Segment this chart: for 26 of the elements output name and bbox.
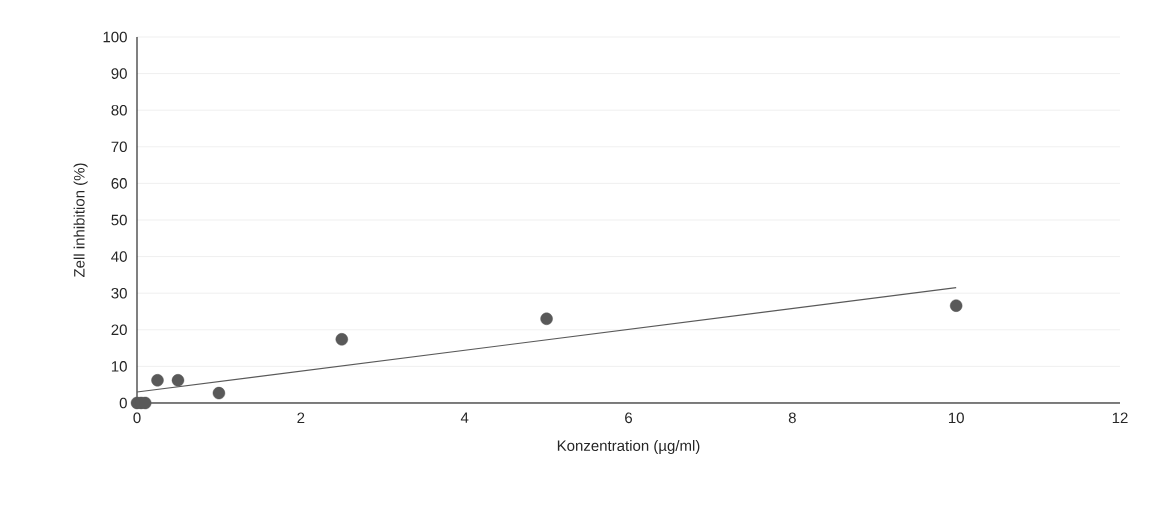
x-tick-label: 6 bbox=[625, 412, 633, 424]
y-tick-label: 50 bbox=[111, 214, 127, 226]
x-tick-label: 0 bbox=[133, 412, 141, 424]
point bbox=[335, 333, 348, 346]
x-tick-label: 10 bbox=[948, 412, 964, 424]
y-tick-label: 60 bbox=[111, 178, 127, 189]
y-tick-label: 10 bbox=[111, 361, 127, 372]
point bbox=[151, 374, 164, 387]
y-tick-label: 0 bbox=[119, 397, 127, 409]
point bbox=[949, 299, 963, 312]
y-tick-label: 40 bbox=[111, 251, 127, 262]
point bbox=[212, 386, 226, 400]
point bbox=[171, 374, 185, 387]
point bbox=[540, 312, 553, 326]
y-tick-label: 90 bbox=[111, 68, 127, 79]
x-axis-title: Konzentration (µg/ml) bbox=[557, 440, 700, 454]
x-tick-label: 4 bbox=[460, 412, 469, 423]
y-tick-label: 70 bbox=[111, 141, 127, 153]
x-tick-label: 12 bbox=[1112, 412, 1128, 423]
y-tick-label: 30 bbox=[111, 287, 127, 299]
y-tick-label: 100 bbox=[103, 31, 127, 43]
y-axis-title: Zell inhibition (%) bbox=[73, 163, 88, 278]
x-tick-label: 8 bbox=[788, 412, 796, 424]
x-tick-label: 2 bbox=[297, 412, 305, 423]
y-tick-label: 20 bbox=[111, 324, 127, 336]
y-tick-label: 80 bbox=[111, 104, 127, 116]
